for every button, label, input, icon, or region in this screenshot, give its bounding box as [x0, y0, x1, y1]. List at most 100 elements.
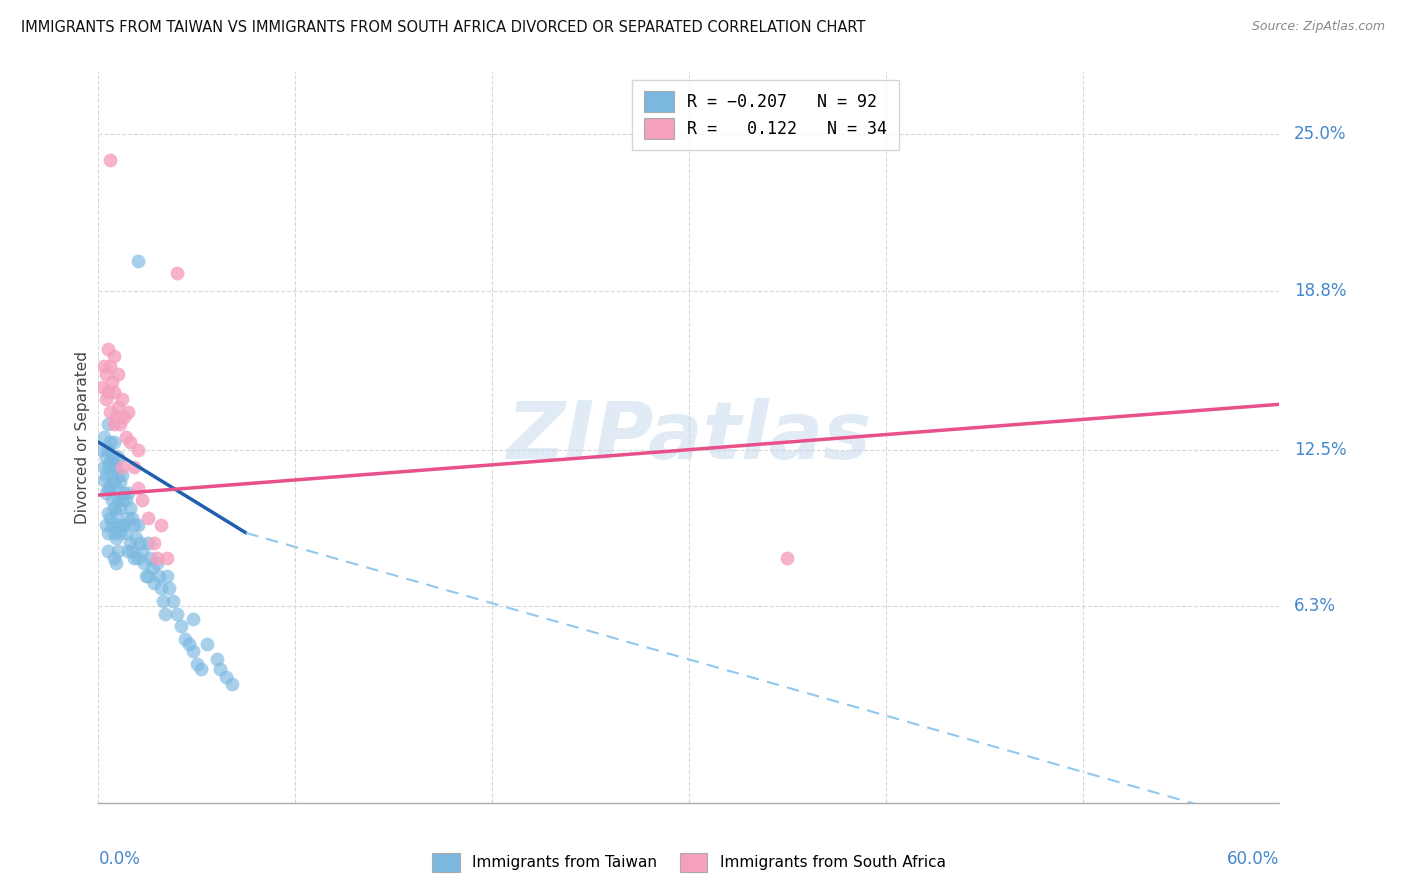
Point — [93, 460, 115, 475]
Point — [117, 405, 139, 419]
Point — [136, 569, 159, 583]
Point — [128, 536, 150, 550]
Point — [170, 619, 193, 633]
Point — [118, 536, 141, 550]
Point — [127, 442, 149, 457]
Point — [108, 417, 131, 432]
Point — [105, 409, 128, 424]
Point — [205, 652, 228, 666]
Point — [107, 493, 129, 508]
Point — [156, 551, 179, 566]
Point — [97, 543, 120, 558]
Point — [93, 359, 115, 374]
Point — [103, 455, 125, 469]
Point — [91, 442, 114, 457]
Point — [127, 551, 149, 566]
Point — [190, 662, 212, 676]
Point — [148, 569, 170, 583]
Point — [112, 409, 135, 424]
Point — [91, 379, 114, 393]
Point — [131, 493, 153, 508]
Point — [97, 342, 120, 356]
Point — [93, 430, 115, 444]
Point — [117, 510, 139, 524]
Point — [111, 460, 134, 475]
Point — [132, 556, 155, 570]
Point — [112, 485, 135, 500]
Point — [105, 460, 128, 475]
Point — [152, 594, 174, 608]
Text: 25.0%: 25.0% — [1294, 126, 1346, 144]
Point — [141, 561, 163, 575]
Point — [96, 450, 118, 465]
Point — [111, 518, 134, 533]
Point — [209, 662, 232, 676]
Point — [103, 350, 125, 364]
Point — [115, 493, 138, 508]
Point — [97, 460, 120, 475]
Point — [215, 670, 238, 684]
Point — [105, 556, 128, 570]
Point — [97, 417, 120, 432]
Point — [103, 417, 125, 432]
Point — [117, 543, 139, 558]
Point — [221, 677, 243, 691]
Point — [166, 266, 188, 280]
Point — [177, 637, 200, 651]
Point — [122, 518, 145, 533]
Point — [103, 435, 125, 450]
Point — [107, 367, 129, 381]
Point — [136, 510, 159, 524]
Point — [136, 536, 159, 550]
Point — [156, 569, 179, 583]
Point — [138, 551, 160, 566]
Point — [97, 442, 120, 457]
Point — [98, 510, 121, 524]
Point — [98, 455, 121, 469]
Point — [146, 551, 169, 566]
Point — [96, 518, 118, 533]
Point — [195, 637, 218, 651]
Point — [121, 510, 143, 524]
Point — [118, 500, 141, 515]
Point — [107, 518, 129, 533]
Point — [127, 518, 149, 533]
Legend: Immigrants from Taiwan, Immigrants from South Africa: Immigrants from Taiwan, Immigrants from … — [425, 846, 953, 880]
Point — [181, 612, 204, 626]
Point — [150, 518, 173, 533]
Point — [111, 493, 134, 508]
Point — [112, 518, 135, 533]
Text: IMMIGRANTS FROM TAIWAN VS IMMIGRANTS FROM SOUTH AFRICA DIVORCED OR SEPARATED COR: IMMIGRANTS FROM TAIWAN VS IMMIGRANTS FRO… — [21, 20, 866, 35]
Point — [103, 525, 125, 540]
Text: ZIPatlas: ZIPatlas — [506, 398, 872, 476]
Point — [115, 430, 138, 444]
Point — [103, 551, 125, 566]
Point — [108, 475, 131, 490]
Point — [98, 359, 121, 374]
Point — [97, 384, 120, 399]
Point — [96, 467, 118, 482]
Point — [142, 576, 165, 591]
Point — [107, 543, 129, 558]
Point — [135, 569, 157, 583]
Text: 6.3%: 6.3% — [1294, 597, 1336, 615]
Point — [105, 481, 128, 495]
Point — [103, 384, 125, 399]
Point — [127, 481, 149, 495]
Point — [122, 551, 145, 566]
Point — [97, 525, 120, 540]
Point — [98, 153, 121, 167]
Point — [105, 506, 128, 520]
Text: Source: ZipAtlas.com: Source: ZipAtlas.com — [1251, 20, 1385, 33]
Text: 60.0%: 60.0% — [1227, 850, 1279, 868]
Point — [127, 253, 149, 268]
Point — [121, 543, 143, 558]
Point — [162, 594, 184, 608]
Point — [107, 450, 129, 465]
Point — [96, 367, 118, 381]
Point — [186, 657, 208, 671]
Point — [97, 506, 120, 520]
Point — [103, 475, 125, 490]
Point — [155, 607, 177, 621]
Point — [776, 551, 799, 566]
